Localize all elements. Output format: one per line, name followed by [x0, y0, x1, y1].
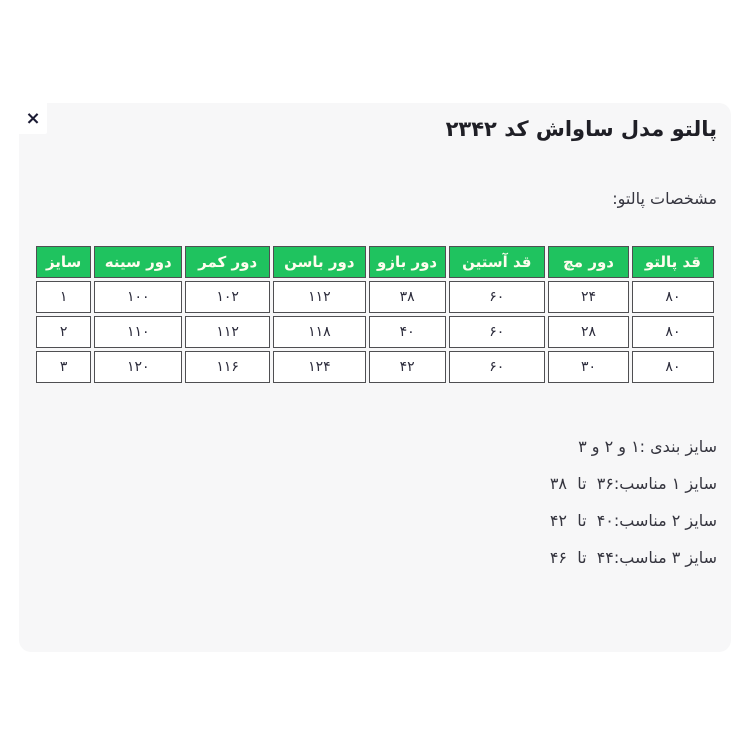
spec-section-label: مشخصات پالتو: — [612, 189, 717, 208]
cell-arm: ۴۰ — [368, 316, 446, 348]
cell-coat-length: ۸۰ — [631, 351, 714, 383]
cell-sleeve-length: ۶۰ — [448, 351, 546, 383]
col-header-coat-length: قد پالتو — [631, 246, 714, 278]
size-note-1: سایز ۱ مناسب:۳۶ تا ۳۸ — [549, 474, 717, 493]
cell-chest: ۱۱۰ — [94, 316, 183, 348]
cell-size: ۲ — [36, 316, 92, 348]
cell-hip: ۱۱۸ — [273, 316, 366, 348]
size-table: قد پالتو دور مچ قد آستین دور بازو دور با… — [33, 243, 717, 386]
cell-wrist: ۲۸ — [548, 316, 629, 348]
col-header-waist: دور کمر — [185, 246, 271, 278]
size-note-3: سایز ۳ مناسب:۴۴ تا ۴۶ — [549, 548, 717, 567]
cell-size: ۳ — [36, 351, 92, 383]
product-spec-panel: × پالتو مدل ساواش کد ۲۳۴۲ مشخصات پالتو: … — [19, 103, 731, 652]
cell-waist: ۱۰۲ — [185, 281, 271, 313]
col-header-hip: دور باسن — [273, 246, 366, 278]
close-icon[interactable]: × — [19, 103, 47, 134]
col-header-sleeve-length: قد آستین — [448, 246, 546, 278]
col-header-wrist: دور مچ — [548, 246, 629, 278]
cell-size: ۱ — [36, 281, 92, 313]
size-table-header-row: قد پالتو دور مچ قد آستین دور بازو دور با… — [36, 246, 714, 278]
col-header-arm: دور بازو — [368, 246, 446, 278]
cell-sleeve-length: ۶۰ — [448, 281, 546, 313]
cell-sleeve-length: ۶۰ — [448, 316, 546, 348]
cell-wrist: ۳۰ — [548, 351, 629, 383]
col-header-chest: دور سینه — [94, 246, 183, 278]
page-title: پالتو مدل ساواش کد ۲۳۴۲ — [445, 117, 717, 141]
size-note-range: سایز بندی :۱ و ۲ و ۳ — [578, 437, 717, 456]
size-note-2: سایز ۲ مناسب:۴۰ تا ۴۲ — [549, 511, 717, 530]
cell-hip: ۱۲۴ — [273, 351, 366, 383]
table-row: ۸۰ ۲۴ ۶۰ ۳۸ ۱۱۲ ۱۰۲ ۱۰۰ ۱ — [36, 281, 714, 313]
cell-waist: ۱۱۲ — [185, 316, 271, 348]
cell-wrist: ۲۴ — [548, 281, 629, 313]
cell-coat-length: ۸۰ — [631, 316, 714, 348]
table-row: ۸۰ ۳۰ ۶۰ ۴۲ ۱۲۴ ۱۱۶ ۱۲۰ ۳ — [36, 351, 714, 383]
cell-chest: ۱۲۰ — [94, 351, 183, 383]
cell-coat-length: ۸۰ — [631, 281, 714, 313]
table-row: ۸۰ ۲۸ ۶۰ ۴۰ ۱۱۸ ۱۱۲ ۱۱۰ ۲ — [36, 316, 714, 348]
cell-arm: ۴۲ — [368, 351, 446, 383]
cell-arm: ۳۸ — [368, 281, 446, 313]
col-header-size: سایز — [36, 246, 92, 278]
cell-hip: ۱۱۲ — [273, 281, 366, 313]
cell-waist: ۱۱۶ — [185, 351, 271, 383]
size-notes: سایز بندی :۱ و ۲ و ۳ سایز ۱ مناسب:۳۶ تا … — [33, 428, 717, 576]
cell-chest: ۱۰۰ — [94, 281, 183, 313]
